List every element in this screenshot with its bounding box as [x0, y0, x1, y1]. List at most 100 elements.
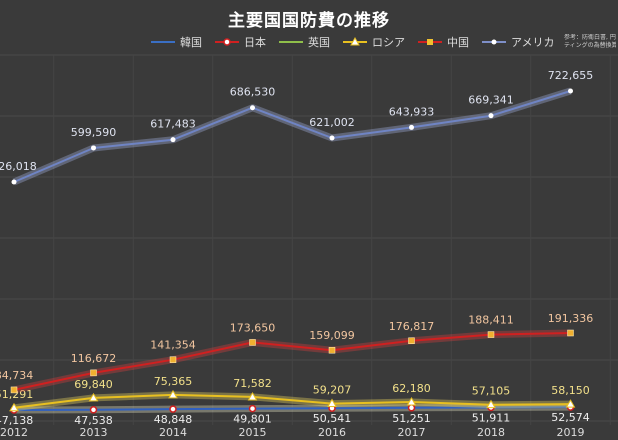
x-tick-label-2019: 2019 [557, 426, 585, 439]
x-tick-label-2014: 2014 [159, 426, 187, 439]
point-china-2012 [10, 386, 18, 394]
series-china: 84,734 116,672 141,354 173,650 159,099 176,81… [0, 312, 594, 394]
legend-label-usa: アメリカ [511, 36, 555, 49]
x-tick-label-2017: 2017 [398, 426, 426, 439]
legend-marker-uk [279, 41, 303, 43]
x-tick-label-2015: 2015 [239, 426, 267, 439]
data-label-usa-2016: 621,002 [309, 116, 355, 129]
legend-marker-japan [215, 38, 239, 46]
series-line-china [13, 332, 571, 391]
point-russia-2013 [88, 392, 99, 402]
legend-label-china: 中国 [447, 36, 469, 49]
point-russia-2018 [486, 399, 496, 409]
series-russia: 51,291 69,840 75,365 71,582 59,207 62,180 57,1… [0, 375, 590, 412]
data-label-china-2013: 116,672 [71, 352, 117, 365]
data-label-japan-2015: 49,801 [233, 413, 272, 426]
point-usa-2017 [409, 124, 414, 130]
legend-label-russia: ロシア [372, 36, 405, 49]
point-china-2018 [487, 331, 495, 338]
data-label-russia-2012: 51,291 [0, 388, 33, 401]
x-tick-label-2013: 2013 [80, 426, 108, 439]
legend-marker-usa [482, 39, 506, 45]
legend-marker-korea [151, 41, 175, 43]
legend-item-russia[interactable]: ロシア [342, 34, 405, 50]
source-note: 参考：防衛白書, 円換算 ティングの為替換算 [564, 34, 616, 50]
data-label-usa-2015: 686,530 [230, 86, 276, 99]
data-label-usa-2018: 669,341 [468, 94, 514, 107]
data-label-usa-2019: 722,655 [548, 69, 594, 82]
point-china-2014 [169, 356, 177, 363]
legend-label-korea: 韓国 [180, 36, 202, 49]
data-label-russia-2016: 59,207 [313, 384, 352, 397]
source-note-line-1: 参考：防衛白書, 円換算 [564, 34, 616, 41]
grid [0, 54, 618, 425]
data-label-russia-2014: 75,365 [154, 375, 193, 388]
series-line-japan [13, 406, 571, 411]
point-china-2013 [90, 369, 97, 377]
source-note-line-2: ティングの為替換算 [564, 42, 616, 49]
point-japan-2014 [169, 405, 177, 413]
series-usa: 526,018 599,590 617,483 686,530 621,002 643,9… [0, 69, 594, 186]
chart-legend: 韓国 日本 英国 ロシア 中国 アメリカ [150, 34, 554, 50]
point-usa-2019 [568, 88, 573, 94]
point-usa-2016 [329, 135, 335, 141]
x-tick-label-2018: 2018 [477, 426, 505, 439]
data-label-china-2012: 84,734 [0, 369, 33, 382]
data-label-japan-2018: 51,911 [472, 411, 511, 424]
data-label-russia-2017: 62,180 [392, 382, 431, 395]
legend-item-uk[interactable]: 英国 [278, 34, 330, 50]
data-label-russia-2018: 57,105 [472, 385, 511, 398]
data-label-russia-2013: 69,840 [74, 378, 113, 391]
series-line-usa [13, 90, 571, 183]
legend-label-uk: 英国 [308, 36, 330, 49]
point-usa-2015 [250, 105, 255, 111]
data-label-russia-2019: 58,150 [551, 384, 590, 397]
data-label-china-2014: 141,354 [150, 339, 196, 352]
point-usa-2013 [91, 145, 96, 151]
point-usa-2014 [170, 137, 176, 143]
data-label-japan-2012: 47,138 [0, 414, 33, 427]
series-japan: 47,138 47,538 48,848 49,801 50,541 51,251 51,9… [0, 403, 590, 427]
data-label-japan-2016: 50,541 [313, 412, 352, 425]
legend-item-korea[interactable]: 韓国 [150, 34, 202, 50]
point-japan-2017 [407, 404, 416, 412]
legend-item-japan[interactable]: 日本 [214, 34, 266, 50]
point-usa-2012 [11, 179, 17, 185]
data-label-china-2015: 173,650 [230, 321, 276, 334]
point-china-2017 [408, 337, 415, 345]
data-label-china-2018: 188,411 [468, 314, 514, 327]
legend-marker-china [418, 39, 442, 45]
x-tick-label-2012: 2012 [0, 426, 28, 439]
data-label-japan-2019: 52,574 [551, 411, 590, 424]
point-china-2019 [567, 329, 574, 337]
data-label-usa-2013: 599,590 [71, 126, 117, 139]
data-label-japan-2013: 47,538 [74, 414, 113, 427]
legend-item-usa[interactable]: アメリカ [481, 34, 554, 50]
data-label-japan-2014: 48,848 [154, 413, 193, 426]
legend-marker-russia [343, 37, 367, 46]
data-label-usa-2014: 617,483 [150, 118, 196, 131]
data-label-china-2017: 176,817 [389, 320, 435, 333]
legend-item-china[interactable]: 中国 [417, 34, 469, 50]
point-china-2016 [328, 346, 336, 354]
point-russia-2017 [406, 396, 417, 406]
point-russia-2015 [247, 391, 258, 401]
point-russia-2014 [168, 389, 178, 399]
data-label-usa-2017: 643,933 [389, 105, 435, 118]
data-label-usa-2012: 526,018 [0, 160, 37, 173]
point-china-2015 [249, 339, 256, 346]
data-label-china-2016: 159,099 [309, 329, 355, 342]
data-label-china-2019: 191,336 [548, 312, 594, 325]
data-label-japan-2017: 51,251 [392, 412, 431, 425]
point-russia-2016 [327, 398, 337, 408]
point-japan-2013 [89, 406, 98, 414]
chart-title: 主要国国防費の推移 [228, 11, 390, 31]
point-usa-2018 [488, 113, 494, 119]
data-label-russia-2015: 71,582 [233, 377, 272, 390]
point-russia-2019 [565, 399, 576, 408]
series-line-russia [13, 393, 571, 409]
point-russia-2012 [9, 402, 19, 412]
legend-label-japan: 日本 [244, 36, 266, 49]
x-tick-label-2016: 2016 [318, 426, 346, 439]
